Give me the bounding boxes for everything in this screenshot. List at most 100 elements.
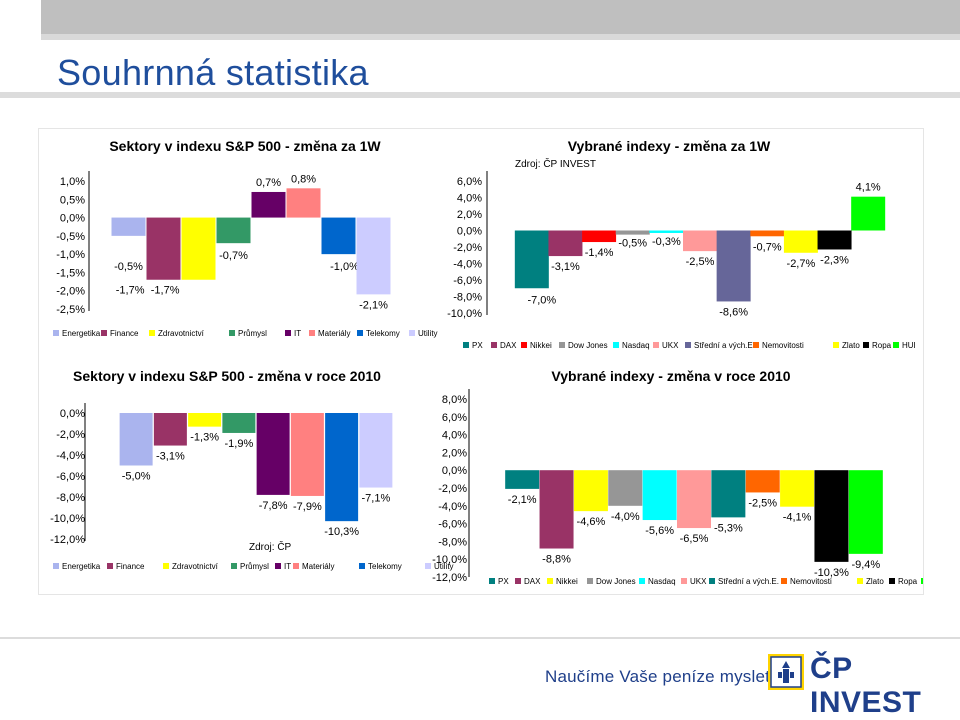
legend-swatch <box>107 563 113 569</box>
legend-label: Materiály <box>302 562 334 571</box>
data-label: -9,4% <box>851 559 880 571</box>
legend-swatch <box>293 563 299 569</box>
legend-label: Energetika <box>62 329 101 338</box>
bar <box>780 470 815 507</box>
bar <box>716 230 751 302</box>
legend-label: HUI <box>902 341 916 350</box>
y-tick-label: -10,0% <box>50 513 85 525</box>
bar <box>181 217 216 280</box>
top-stripe <box>41 34 960 40</box>
bar <box>711 470 746 518</box>
data-label: -5,6% <box>645 525 674 537</box>
legend-swatch <box>101 330 107 336</box>
y-tick-label: -12,0% <box>432 572 467 584</box>
legend-label: Utility <box>434 562 454 571</box>
legend-label: Materiály <box>318 329 350 338</box>
data-label: -2,1% <box>508 494 537 506</box>
legend-label: Telekomy <box>368 562 402 571</box>
legend-label: Nikkei <box>556 577 578 586</box>
title-divider <box>0 92 960 98</box>
y-tick-label: 4,0% <box>457 193 482 205</box>
legend-label: Nikkei <box>530 341 552 350</box>
footer-divider <box>0 637 960 639</box>
bar <box>505 470 540 489</box>
bar <box>582 230 617 243</box>
y-tick-label: -0,5% <box>56 231 85 243</box>
y-tick-label: 2,0% <box>442 447 467 459</box>
legend-label: Průmysl <box>238 329 267 338</box>
data-label: 0,7% <box>256 177 281 189</box>
bar <box>539 470 574 549</box>
y-tick-label: -8,0% <box>453 292 482 304</box>
bar <box>649 230 684 233</box>
data-label: -2,1% <box>359 299 388 311</box>
legend-label: Finance <box>116 562 145 571</box>
y-tick-label: -10,0% <box>432 554 467 566</box>
legend-swatch <box>425 563 431 569</box>
y-tick-label: 6,0% <box>442 412 467 424</box>
bar <box>608 470 643 506</box>
legend-swatch <box>681 578 687 584</box>
chart-subtitle: Zdroj: ČP INVEST <box>515 157 596 170</box>
bar <box>750 230 785 237</box>
data-label: -7,9% <box>293 501 322 513</box>
bar <box>251 191 286 218</box>
data-label: -4,1% <box>783 512 812 524</box>
legend-label: Střední a vých.E. <box>718 577 779 586</box>
legend-swatch <box>521 342 527 348</box>
data-label: -4,6% <box>577 516 606 528</box>
chart-subtitle: Zdroj: ČP <box>249 540 292 553</box>
legend-swatch <box>409 330 415 336</box>
y-tick-label: -4,0% <box>56 450 85 462</box>
legend-label: UKX <box>690 577 707 586</box>
legend-swatch <box>833 342 839 348</box>
legend-label: Nasdaq <box>648 577 676 586</box>
legend-swatch <box>53 330 59 336</box>
y-tick-label: 0,0% <box>60 408 85 420</box>
chart-title: Vybrané indexy - změna za 1W <box>568 138 771 154</box>
legend-label: IT <box>294 329 301 338</box>
data-label: -1,0% <box>330 261 359 273</box>
legend-swatch <box>753 342 759 348</box>
data-label: -1,7% <box>151 285 180 297</box>
bar <box>814 470 849 562</box>
footer-slogan: Naučíme Vaše peníze myslet <box>545 667 771 686</box>
data-label: -6,5% <box>680 533 709 545</box>
bar <box>783 230 818 253</box>
legend-label: Telekomy <box>366 329 400 338</box>
legend-swatch <box>857 578 863 584</box>
charts-canvas: Sektory v indexu S&P 500 - změna za 1W 1,… <box>50 138 944 586</box>
bar <box>548 230 583 257</box>
data-label: -5,3% <box>714 522 743 534</box>
data-label: 0,8% <box>291 173 316 185</box>
data-label: -1,3% <box>190 432 219 444</box>
top-banner <box>41 0 960 34</box>
legend-swatch <box>709 578 715 584</box>
bar <box>153 413 187 446</box>
legend-label: Finance <box>110 329 139 338</box>
legend-swatch <box>889 578 895 584</box>
legend-label: DAX <box>524 577 541 586</box>
y-tick-label: -1,5% <box>56 267 85 279</box>
legend-label: PX <box>498 577 509 586</box>
legend-swatch <box>149 330 155 336</box>
y-tick-label: 4,0% <box>442 430 467 442</box>
y-tick-label: -2,0% <box>453 242 482 254</box>
data-label: -7,0% <box>527 294 556 306</box>
legend-label: Nemovitosti <box>762 341 804 350</box>
page-title: Souhrnná statistika <box>57 52 369 93</box>
legend-label: Dow Jones <box>596 577 636 586</box>
y-tick-label: 0,0% <box>60 213 85 225</box>
bar <box>817 230 852 250</box>
bar <box>286 188 321 218</box>
y-tick-label: -2,0% <box>438 483 467 495</box>
y-tick-label: -6,0% <box>453 275 482 287</box>
data-label: -0,5% <box>618 238 647 250</box>
legend-label: UKX <box>662 341 679 350</box>
y-tick-label: -4,0% <box>453 259 482 271</box>
legend-swatch <box>491 342 497 348</box>
legend-swatch <box>489 578 495 584</box>
legend-label: DAX <box>500 341 517 350</box>
y-tick-label: 2,0% <box>457 209 482 221</box>
legend-swatch <box>863 342 869 348</box>
